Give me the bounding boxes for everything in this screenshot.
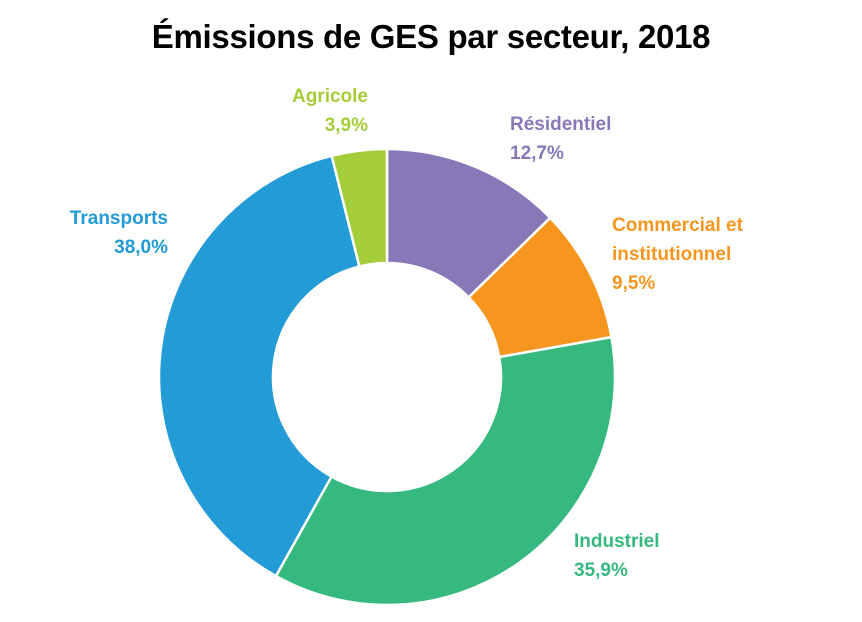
slice-labels: Résidentiel 12,7% Commercial et institution…	[70, 86, 744, 581]
slice-industriel	[274, 335, 617, 607]
label-name: Transports	[70, 208, 168, 229]
label-transports: Transports 38,0%	[70, 208, 168, 258]
slice-transports	[157, 154, 361, 578]
label-name: Résidentiel	[510, 114, 611, 135]
label-value: 38,0%	[114, 237, 168, 258]
donut-slices	[157, 147, 617, 607]
label-commercial-et-institutionnel: Commercial et institutionnel 9,5%	[612, 215, 744, 294]
label-name: Industriel	[574, 531, 660, 552]
label-name: Agricole	[292, 86, 368, 107]
label-value: 3,9%	[325, 115, 368, 136]
label-name: institutionnel	[612, 244, 731, 265]
chart-title: Émissions de GES par secteur, 2018	[151, 18, 711, 55]
label-industriel: Industriel 35,9%	[574, 531, 660, 581]
slice-agricole	[330, 147, 389, 268]
label-agricole: Agricole 3,9%	[292, 86, 368, 136]
label-name: Commercial et	[612, 215, 744, 236]
label-value: 12,7%	[510, 143, 564, 164]
label-value: 35,9%	[574, 560, 628, 581]
label-value: 9,5%	[612, 273, 655, 294]
label-residentiel: Résidentiel 12,7%	[510, 114, 611, 164]
